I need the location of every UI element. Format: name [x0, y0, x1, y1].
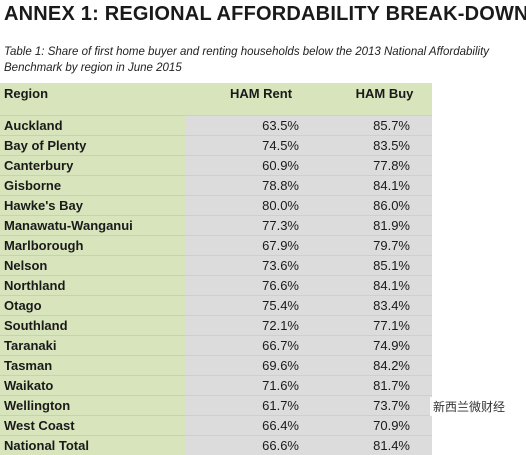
- caption: Table 1: Share of first home buyer and r…: [4, 44, 524, 76]
- value-cell: 60.9%: [185, 156, 321, 176]
- value-cell: 83.4%: [321, 296, 432, 316]
- title: ANNEX 1: REGIONAL AFFORDABILITY BREAK-DO…: [4, 3, 526, 26]
- header-row: Region HAM Rent HAM Buy: [0, 83, 432, 116]
- region-cell: Bay of Plenty: [0, 136, 185, 156]
- region-cell: Wellington: [0, 396, 185, 416]
- value-cell: 81.9%: [321, 216, 432, 236]
- region-cell: Gisborne: [0, 176, 185, 196]
- value-cell: 77.3%: [185, 216, 321, 236]
- value-cell: 72.1%: [185, 316, 321, 336]
- region-cell: Hawke's Bay: [0, 196, 185, 216]
- region-cell: Otago: [0, 296, 185, 316]
- value-cell: 74.5%: [185, 136, 321, 156]
- value-cell: 86.0%: [321, 196, 432, 216]
- value-cell: 75.4%: [185, 296, 321, 316]
- region-cell: Auckland: [0, 116, 185, 136]
- value-cell: 80.0%: [185, 196, 321, 216]
- value-cell: 73.6%: [185, 256, 321, 276]
- value-cell: 66.7%: [185, 336, 321, 356]
- value-cell: 83.5%: [321, 136, 432, 156]
- column-header: HAM Buy: [321, 83, 432, 116]
- region-cell: Marlborough: [0, 236, 185, 256]
- value-cell: 78.8%: [185, 176, 321, 196]
- value-cell: 76.6%: [185, 276, 321, 296]
- value-cell: 81.7%: [321, 376, 432, 396]
- value-cell: 77.8%: [321, 156, 432, 176]
- value-cell: 81.4%: [321, 436, 432, 455]
- region-cell: Canterbury: [0, 156, 185, 176]
- region-cell: Manawatu-Wanganui: [0, 216, 185, 236]
- value-cell: 69.6%: [185, 356, 321, 376]
- value-cell: 66.4%: [185, 416, 321, 436]
- value-cell: 71.6%: [185, 376, 321, 396]
- region-cell: National Total: [0, 436, 185, 455]
- value-cell: 79.7%: [321, 236, 432, 256]
- column-header: Region: [0, 83, 185, 116]
- region-cell: Waikato: [0, 376, 185, 396]
- page: ANNEX 1: REGIONAL AFFORDABILITY BREAK-DO…: [0, 0, 526, 436]
- value-cell: 67.9%: [185, 236, 321, 256]
- value-cell: 73.7%: [321, 396, 432, 416]
- region-cell: Taranaki: [0, 336, 185, 356]
- value-cell: 85.1%: [321, 256, 432, 276]
- region-cell: West Coast: [0, 416, 185, 436]
- value-cell: 84.1%: [321, 276, 432, 296]
- value-cell: 61.7%: [185, 396, 321, 416]
- watermark: 新西兰微财经: [430, 397, 508, 416]
- region-cell: Southland: [0, 316, 185, 336]
- value-cell: 70.9%: [321, 416, 432, 436]
- region-cell: Nelson: [0, 256, 185, 276]
- region-cell: Northland: [0, 276, 185, 296]
- value-cell: 66.6%: [185, 436, 321, 455]
- value-cell: 84.2%: [321, 356, 432, 376]
- value-cell: 74.9%: [321, 336, 432, 356]
- column-header: HAM Rent: [185, 83, 321, 116]
- region-cell: Tasman: [0, 356, 185, 376]
- value-cell: 63.5%: [185, 116, 321, 136]
- value-cell: 85.7%: [321, 116, 432, 136]
- value-cell: 84.1%: [321, 176, 432, 196]
- value-cell: 77.1%: [321, 316, 432, 336]
